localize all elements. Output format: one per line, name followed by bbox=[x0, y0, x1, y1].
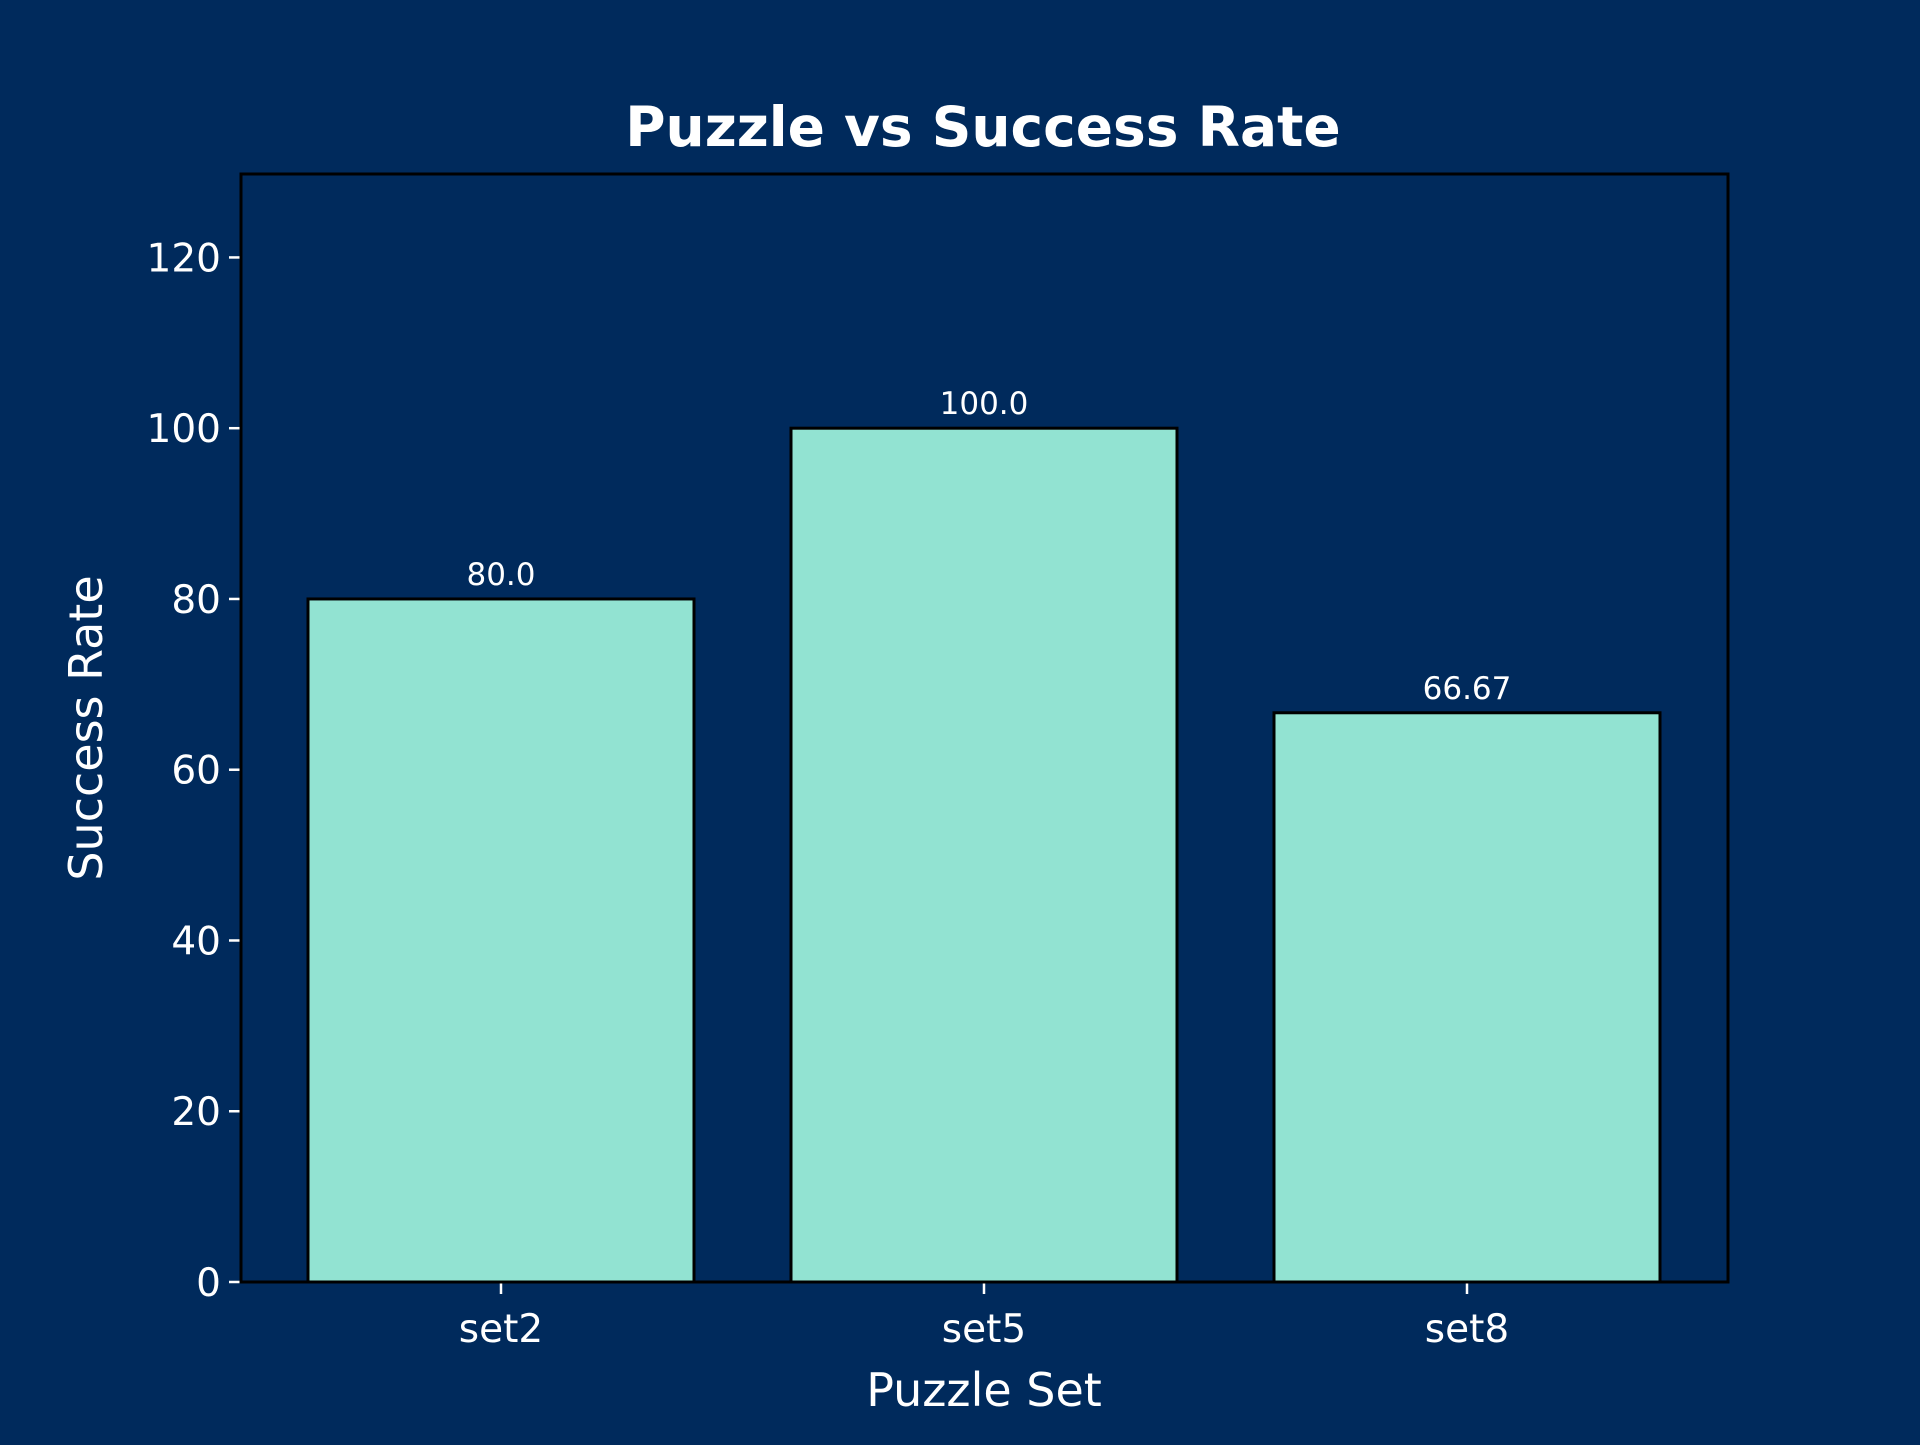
x-axis-label: Puzzle Set bbox=[866, 1363, 1102, 1417]
data-label-set2: 80.0 bbox=[466, 557, 535, 593]
chart-title: Puzzle vs Success Rate bbox=[625, 95, 1340, 159]
data-labels-layer: 80.0 100.0 66.67 bbox=[466, 386, 1511, 707]
x-tick-label: set8 bbox=[1425, 1307, 1509, 1352]
bar-set2 bbox=[306, 597, 696, 1284]
y-tick-label: 100 bbox=[147, 407, 221, 452]
ticks-layer: 0 20 40 60 80 100 120 set2 set5 set8 bbox=[147, 236, 1510, 1352]
bars-layer bbox=[306, 426, 1662, 1284]
bar-set8 bbox=[1272, 711, 1662, 1284]
y-tick-label: 120 bbox=[147, 236, 221, 281]
y-tick-label: 0 bbox=[196, 1261, 221, 1306]
x-tick-label: set2 bbox=[459, 1307, 543, 1352]
y-axis-label: Success Rate bbox=[59, 575, 113, 880]
plot-area-frame bbox=[239, 172, 1730, 1284]
y-tick-label: 60 bbox=[171, 749, 221, 794]
data-label-set5: 100.0 bbox=[940, 386, 1029, 422]
y-tick-label: 40 bbox=[171, 919, 221, 964]
data-label-set8: 66.67 bbox=[1423, 671, 1512, 707]
y-tick-label: 20 bbox=[171, 1090, 221, 1135]
bar-set5 bbox=[789, 426, 1179, 1284]
y-tick-label: 80 bbox=[171, 578, 221, 623]
x-tick-label: set5 bbox=[942, 1307, 1026, 1352]
